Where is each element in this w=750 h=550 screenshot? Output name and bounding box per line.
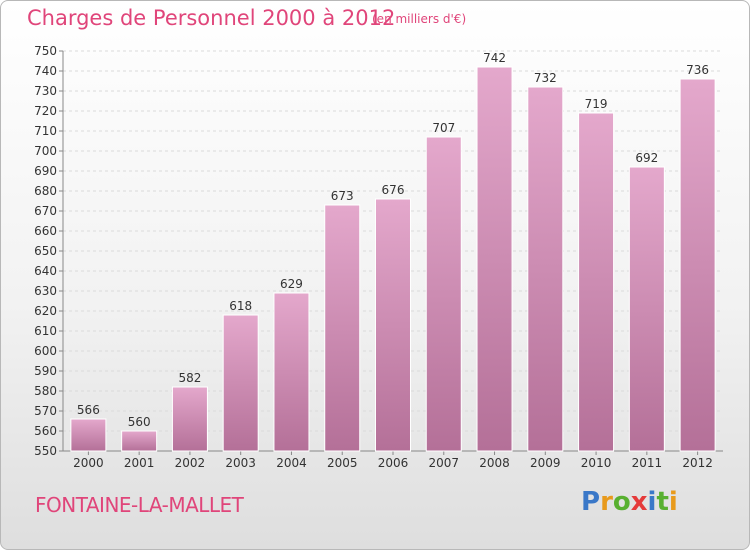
x-tick-label: 2011 (632, 456, 663, 470)
y-tick-label: 580 (34, 384, 57, 398)
bar (222, 314, 259, 452)
label-layer: 550 560 570 580 590 600 610 620 630 640 650 660 670 6… (34, 44, 713, 470)
data-label: 676 (382, 183, 405, 197)
data-label: 742 (483, 51, 506, 65)
y-tick-label: 570 (34, 404, 57, 418)
y-tick-label: 730 (34, 84, 57, 98)
x-tick-label: 2004 (276, 456, 307, 470)
logo-letter: P (581, 487, 601, 517)
bar (273, 292, 310, 452)
bar (679, 78, 716, 452)
x-tick-label: 2005 (327, 456, 358, 470)
bar (121, 430, 158, 452)
x-tick-label: 2007 (428, 456, 459, 470)
x-tick-label: 2001 (124, 456, 155, 470)
y-tick-label: 740 (34, 64, 57, 78)
y-tick-label: 650 (34, 244, 57, 258)
bar-layer (70, 66, 716, 452)
chart-title: Charges de Personnel 2000 à 2012 (27, 6, 396, 30)
logo-letter: x (630, 487, 648, 517)
x-tick-label: 2010 (581, 456, 612, 470)
x-tick-label: 2009 (530, 456, 561, 470)
y-tick-label: 610 (34, 324, 57, 338)
proxiti-logo[interactable]: Proxiti (581, 487, 678, 517)
y-tick-label: 710 (34, 124, 57, 138)
y-tick-label: 560 (34, 424, 57, 438)
data-label: 673 (331, 189, 354, 203)
y-tick-label: 680 (34, 184, 57, 198)
y-tick-label: 660 (34, 224, 57, 238)
y-tick-label: 720 (34, 104, 57, 118)
bar (527, 86, 564, 452)
y-tick-label: 640 (34, 264, 57, 278)
y-tick-label: 670 (34, 204, 57, 218)
data-label: 560 (128, 415, 151, 429)
data-label: 736 (686, 63, 709, 77)
bar (70, 418, 107, 452)
x-tick-label: 2006 (378, 456, 409, 470)
data-label: 707 (432, 121, 455, 135)
chart-subtitle: (en milliers d'€) (372, 12, 467, 26)
y-tick-label: 600 (34, 344, 57, 358)
data-label: 732 (534, 71, 557, 85)
logo-letter: t (656, 487, 669, 517)
commune-name: FONTAINE-LA-MALLET (35, 493, 244, 517)
y-tick-label: 750 (34, 44, 57, 58)
bar (375, 198, 411, 452)
data-label: 719 (585, 97, 608, 111)
data-label: 566 (77, 403, 100, 417)
bar (578, 112, 615, 452)
y-tick-label: 700 (34, 144, 57, 158)
y-tick-label: 620 (34, 304, 57, 318)
bar (171, 386, 208, 452)
data-label: 629 (280, 277, 303, 291)
y-tick-label: 630 (34, 284, 57, 298)
data-label: 692 (635, 151, 658, 165)
x-tick-label: 2000 (73, 456, 104, 470)
logo-letter: r (600, 487, 613, 517)
x-tick-label: 2008 (479, 456, 510, 470)
bar (324, 204, 361, 452)
logo-letter: o (612, 487, 631, 517)
bar (476, 66, 513, 452)
y-tick-label: 590 (34, 364, 57, 378)
logo-letter: i (668, 487, 678, 517)
x-tick-label: 2012 (682, 456, 713, 470)
logo-letter: i (647, 487, 657, 517)
data-label: 582 (178, 371, 201, 385)
bar (628, 166, 665, 452)
bar (425, 136, 462, 452)
data-label: 618 (229, 299, 252, 313)
x-tick-label: 2003 (225, 456, 256, 470)
x-tick-label: 2002 (175, 456, 206, 470)
y-tick-label: 690 (34, 164, 57, 178)
y-tick-label: 550 (34, 444, 57, 458)
